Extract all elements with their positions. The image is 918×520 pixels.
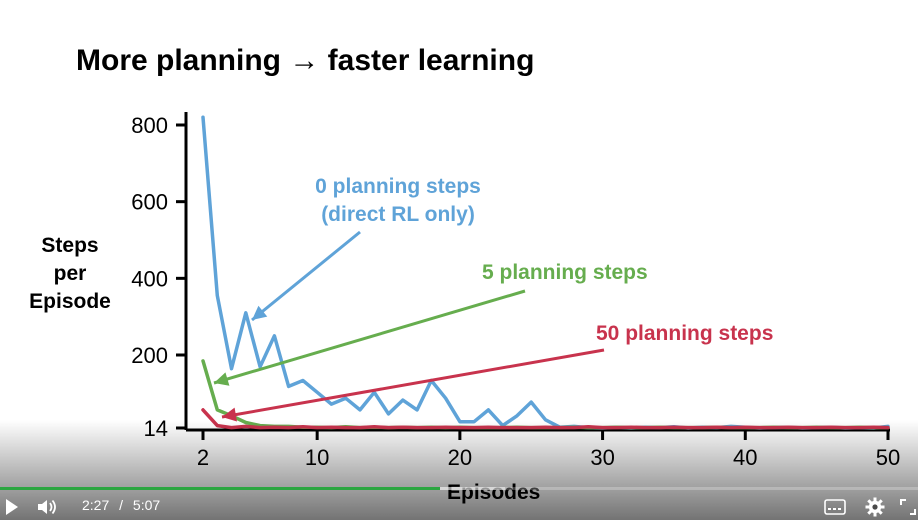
time-display: 2:27 / 5:07 xyxy=(82,497,160,513)
play-button[interactable] xyxy=(4,494,24,520)
annotation-arrowhead-1 xyxy=(214,372,230,386)
captions-icon xyxy=(824,499,846,515)
y-tick-label-600: 600 xyxy=(131,190,168,215)
annotation-arrow-0 xyxy=(251,230,361,322)
progress-bar[interactable] xyxy=(0,487,918,490)
time-separator: / xyxy=(119,497,124,513)
y-tick-label-800: 800 xyxy=(131,113,168,138)
annotation-arrow-2 xyxy=(221,348,605,419)
y-axis-label-line-3: Episode xyxy=(29,290,111,313)
progress-played xyxy=(0,487,440,490)
slide-title: More planning → faster learning xyxy=(76,44,535,77)
annotation-0-planning-line-1: 0 planning steps xyxy=(315,175,481,198)
volume-icon xyxy=(38,499,56,515)
gear-icon xyxy=(865,497,885,517)
player-controls: 2:27 / 5:07 xyxy=(0,494,918,520)
y-axis-label-line-2: per xyxy=(53,262,87,285)
annotation-arrow-1 xyxy=(213,289,526,385)
play-icon xyxy=(6,499,18,515)
player-gradient xyxy=(0,420,918,520)
captions-button[interactable] xyxy=(824,494,848,520)
settings-button[interactable] xyxy=(865,494,887,520)
x-axis-label: Episodes xyxy=(447,481,541,504)
annotation-arrowhead-2 xyxy=(222,407,237,422)
y-tick-label-400: 400 xyxy=(131,266,168,291)
duration: 5:07 xyxy=(132,497,161,513)
fullscreen-icon xyxy=(900,499,916,515)
y-tick-label-200: 200 xyxy=(131,343,168,368)
annotation-0-planning-line-2: (direct RL only) xyxy=(321,203,475,226)
y-axis-label-line-1: Steps xyxy=(41,234,99,257)
annotation-5-planning: 5 planning steps xyxy=(482,261,648,284)
fullscreen-button[interactable] xyxy=(900,494,918,520)
volume-button[interactable] xyxy=(37,494,61,520)
current-time: 2:27 xyxy=(82,497,110,513)
annotation-50-planning: 50 planning steps xyxy=(596,322,774,345)
annotation-arrowhead-0 xyxy=(252,305,268,320)
